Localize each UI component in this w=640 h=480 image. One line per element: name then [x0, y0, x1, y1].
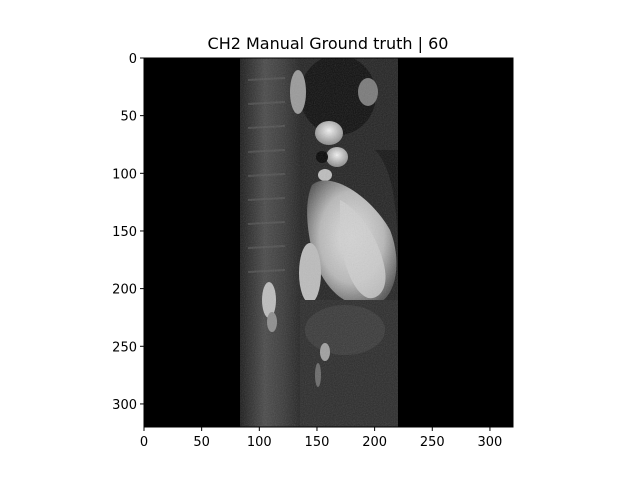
x-axis: 0 50 100 150 200 250 300: [140, 427, 502, 450]
y-tick-label: 50: [120, 110, 137, 125]
x-tick-label: 50: [193, 435, 210, 450]
y-tick-label: 0: [129, 52, 137, 67]
mri-scan-strip: [240, 55, 398, 427]
x-tick-label: 300: [478, 435, 503, 450]
figure-title: CH2 Manual Ground truth | 60: [208, 34, 449, 53]
y-tick-label: 150: [112, 225, 137, 240]
y-tick-label: 300: [112, 398, 137, 413]
x-tick-label: 0: [140, 435, 148, 450]
x-tick-label: 150: [305, 435, 330, 450]
x-tick-label: 250: [420, 435, 445, 450]
x-tick-label: 200: [362, 435, 387, 450]
x-tick-label: 100: [247, 435, 272, 450]
y-axis: 0 50 100 150 200 250 300: [112, 52, 144, 413]
y-tick-label: 100: [112, 167, 137, 182]
y-tick-label: 250: [112, 340, 137, 355]
y-tick-label: 200: [112, 283, 137, 298]
